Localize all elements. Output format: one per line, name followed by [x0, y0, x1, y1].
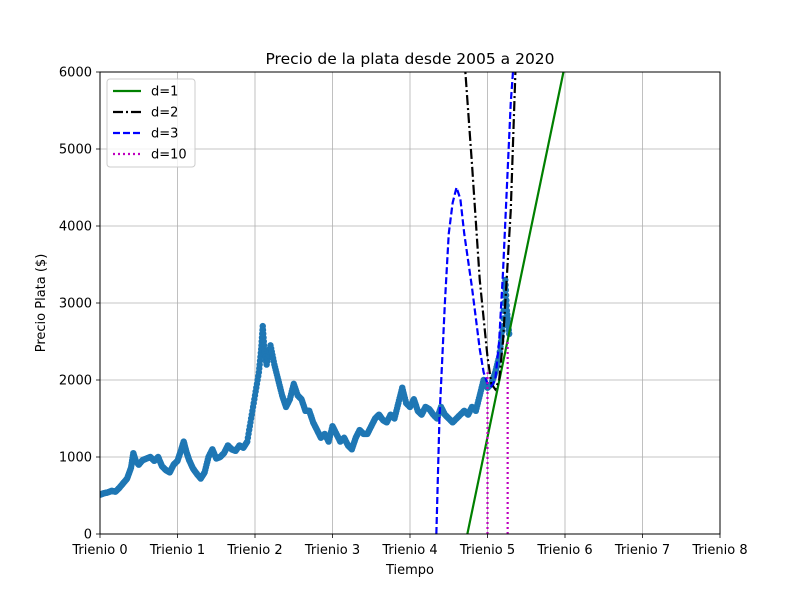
x-tick-label: Trienio 1 — [149, 543, 205, 558]
x-tick-label: Trienio 3 — [304, 543, 360, 558]
y-axis-label: Precio Plata ($) — [34, 254, 49, 353]
y-tick-label: 6000 — [59, 66, 92, 81]
x-axis: Trienio 0 Trienio 1 Trienio 2 Trienio 3 Trie… — [71, 534, 748, 558]
y-tick-label: 3000 — [59, 297, 92, 312]
y-tick-label: 4000 — [59, 220, 92, 235]
legend-label: d=2 — [151, 106, 178, 121]
legend-label: d=3 — [151, 127, 178, 142]
x-tick-label: Trienio 0 — [71, 543, 127, 558]
y-tick-label: 5000 — [59, 143, 92, 158]
series-line-d1 — [466, 72, 565, 534]
chart-title: Precio de la plata desde 2005 a 2020 — [265, 50, 554, 68]
legend-label: d=10 — [151, 148, 187, 163]
series-line-d3 — [435, 72, 515, 534]
legend-label: d=1 — [151, 85, 178, 100]
y-tick-label: 0 — [84, 528, 92, 543]
y-axis: 0 1000 2000 3000 4000 5000 6000 — [59, 66, 100, 543]
legend: d=1 d=2 d=3 d=10 — [106, 78, 196, 168]
fit-lines — [435, 72, 565, 534]
x-tick-label: Trienio 8 — [691, 543, 747, 558]
legend-box — [106, 78, 196, 168]
y-tick-label: 1000 — [59, 451, 92, 466]
x-tick-label: Trienio 4 — [381, 543, 437, 558]
series-line-d2 — [464, 72, 517, 392]
x-tick-label: Trienio 7 — [614, 543, 670, 558]
x-axis-label: Tiempo — [385, 563, 434, 578]
y-tick-label: 2000 — [59, 374, 92, 389]
x-tick-label: Trienio 5 — [459, 543, 515, 558]
x-tick-label: Trienio 2 — [226, 543, 282, 558]
plot-area — [100, 72, 565, 534]
x-tick-label: Trienio 6 — [536, 543, 592, 558]
scatter-point — [499, 328, 506, 335]
